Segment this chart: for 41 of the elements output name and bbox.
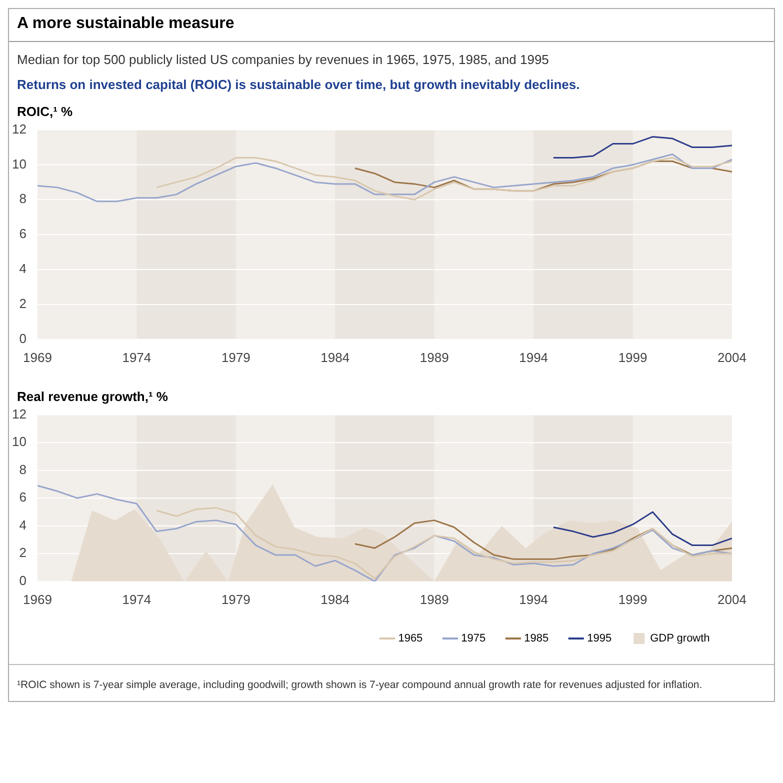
y-tick-label: 0 bbox=[19, 572, 26, 588]
x-tick-label: 1969 bbox=[23, 592, 52, 607]
x-tick-label: 1984 bbox=[320, 592, 350, 607]
x-tick-label: 1989 bbox=[420, 350, 449, 365]
y-tick-label: 4 bbox=[19, 261, 26, 276]
x-tick-label: 1994 bbox=[519, 592, 548, 607]
y-tick-label: 10 bbox=[12, 434, 26, 450]
y-tick-label: 8 bbox=[19, 191, 26, 206]
x-tick-label: 1984 bbox=[320, 350, 350, 365]
y-tick-label: 10 bbox=[12, 156, 26, 172]
x-tick-label: 1979 bbox=[221, 350, 250, 365]
legend-label: GDP growth bbox=[650, 632, 710, 645]
x-tick-label: 1979 bbox=[221, 592, 250, 607]
x-tick-label: 1999 bbox=[618, 592, 648, 607]
y-axis-title: ROIC,¹ % bbox=[16, 103, 74, 119]
chart-subtitle: Median for top 500 publicly listed US companies by revenues in 1965, 1975, 1985, and 1995 bbox=[16, 51, 550, 67]
x-tick-label: 2004 bbox=[718, 350, 746, 365]
y-tick-label: 2 bbox=[19, 545, 26, 560]
y-tick-label: 12 bbox=[12, 406, 26, 422]
y-axis-title: Real revenue growth,¹ % bbox=[16, 388, 169, 404]
x-tick-label: 1969 bbox=[23, 350, 52, 365]
legend-label: 1985 bbox=[524, 632, 549, 645]
x-tick-label: 2004 bbox=[718, 592, 746, 607]
y-tick-label: 0 bbox=[19, 330, 26, 346]
x-tick-label: 1999 bbox=[618, 350, 648, 365]
y-tick-label: 6 bbox=[19, 490, 26, 505]
y-tick-label: 12 bbox=[12, 121, 26, 136]
y-tick-label: 6 bbox=[19, 226, 26, 242]
x-tick-label: 1974 bbox=[122, 592, 152, 607]
y-tick-label: 8 bbox=[19, 462, 26, 477]
text: Returns on invested capital (ROIC) is sustainable over time, but growth inevitably declines. bbox=[16, 76, 581, 92]
text: ¹ROIC shown is 7-year simple average, including goodwill; growth shown is 7-year compound annual growth rate for revenues adjusted for inflation. bbox=[9, 664, 774, 691]
legend-label: 1975 bbox=[461, 632, 486, 645]
legend-label: 1995 bbox=[587, 632, 612, 645]
y-tick-label: 2 bbox=[19, 296, 26, 312]
legend-label: 1965 bbox=[398, 632, 423, 645]
y-tick-label: 4 bbox=[19, 517, 26, 532]
x-tick-label: 1994 bbox=[519, 350, 548, 365]
chart-title: A more sustainable measure bbox=[9, 11, 774, 42]
x-tick-label: 1989 bbox=[420, 592, 449, 607]
x-tick-label: 1974 bbox=[122, 350, 152, 365]
